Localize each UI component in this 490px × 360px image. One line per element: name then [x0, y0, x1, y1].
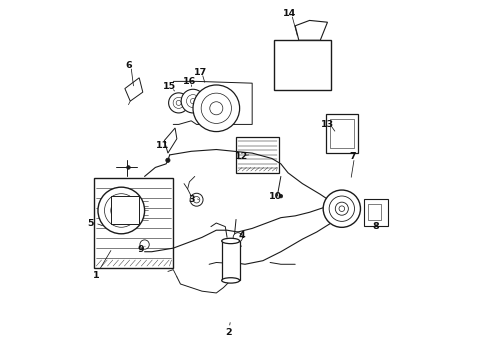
- Circle shape: [323, 190, 361, 227]
- Text: 13: 13: [321, 120, 334, 129]
- Circle shape: [210, 102, 223, 115]
- Text: 7: 7: [349, 152, 356, 161]
- Bar: [111, 197, 139, 225]
- Bar: [221, 241, 240, 280]
- Text: 16: 16: [183, 77, 196, 86]
- Circle shape: [279, 194, 283, 198]
- Text: 1: 1: [93, 270, 99, 279]
- Text: 9: 9: [138, 246, 145, 255]
- Text: 6: 6: [125, 61, 132, 70]
- Bar: [236, 137, 279, 173]
- Text: 2: 2: [225, 328, 232, 337]
- Text: 17: 17: [194, 68, 207, 77]
- Text: 8: 8: [372, 222, 379, 231]
- Polygon shape: [295, 21, 327, 40]
- Text: 15: 15: [163, 82, 176, 91]
- Text: 10: 10: [269, 192, 282, 201]
- Text: 14: 14: [283, 9, 296, 18]
- Bar: [326, 114, 358, 153]
- Ellipse shape: [221, 278, 240, 283]
- Circle shape: [98, 187, 145, 234]
- Circle shape: [166, 158, 170, 162]
- Bar: [95, 178, 173, 268]
- Ellipse shape: [221, 238, 240, 244]
- Bar: [368, 204, 381, 220]
- Text: 12: 12: [235, 152, 248, 161]
- Circle shape: [233, 233, 243, 242]
- Text: 5: 5: [88, 219, 94, 228]
- Text: 11: 11: [156, 141, 169, 150]
- Bar: [364, 199, 388, 226]
- Bar: [274, 40, 331, 90]
- Circle shape: [126, 166, 130, 169]
- Circle shape: [335, 202, 348, 215]
- Text: 3: 3: [188, 195, 195, 204]
- Text: 4: 4: [238, 231, 245, 240]
- Circle shape: [140, 240, 149, 249]
- Circle shape: [193, 85, 240, 132]
- Circle shape: [169, 93, 189, 113]
- Circle shape: [190, 193, 203, 206]
- Circle shape: [181, 89, 205, 113]
- Bar: [330, 118, 354, 148]
